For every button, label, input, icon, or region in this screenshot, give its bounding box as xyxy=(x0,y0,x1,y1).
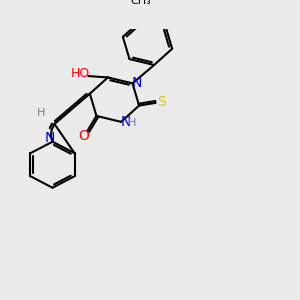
Text: O: O xyxy=(78,129,89,143)
Text: N: N xyxy=(131,76,142,90)
Text: N: N xyxy=(120,116,131,129)
Text: CH₃: CH₃ xyxy=(131,0,152,6)
Text: N: N xyxy=(44,131,55,146)
Text: H: H xyxy=(128,118,137,128)
Text: HO: HO xyxy=(70,68,90,80)
Text: H: H xyxy=(37,108,45,118)
Text: S: S xyxy=(157,95,165,109)
